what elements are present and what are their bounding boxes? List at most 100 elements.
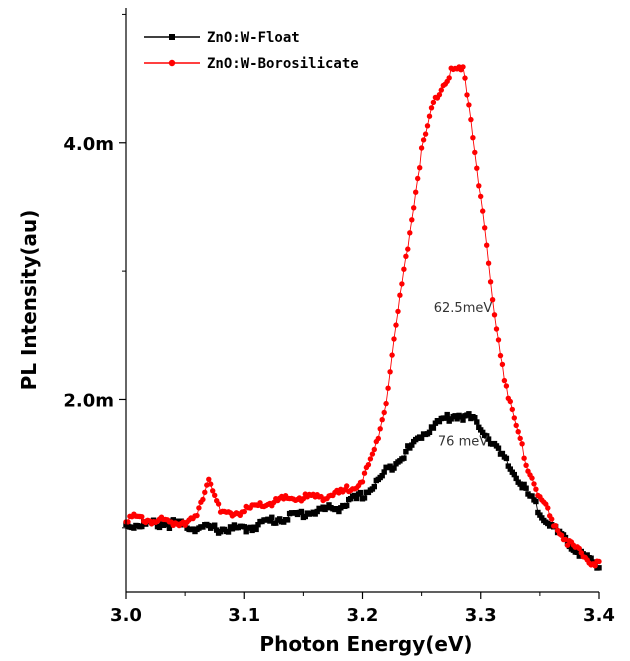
data-point-borosilicate [379, 417, 385, 423]
data-point-float [513, 475, 519, 482]
data-point-borosilicate [377, 426, 383, 432]
data-point-borosilicate [383, 400, 389, 407]
data-point-borosilicate [549, 516, 555, 522]
data-point-float [499, 450, 506, 457]
data-point-float [452, 413, 458, 419]
data-point-float [314, 508, 320, 515]
data-point-borosilicate [468, 116, 474, 123]
data-point-float [371, 483, 377, 490]
data-point-float [351, 492, 358, 499]
data-point-float [472, 415, 478, 421]
data-point-float [458, 414, 464, 420]
annotation-fwhm: 62.5meV [434, 301, 493, 316]
data-point-borosilicate [381, 409, 387, 416]
data-point-borosilicate [375, 435, 381, 442]
data-point-float [507, 466, 513, 472]
data-point-borosilicate [489, 297, 496, 303]
axis-ticks: 3.0 3.1 3.2 3.3 3.4 2.0m 4.0m [63, 13, 615, 626]
data-point-float [284, 517, 291, 523]
legend-item-float: ZnO:W-Float [144, 30, 300, 46]
x-tick-label: 3.4 [583, 605, 615, 626]
annotation-fwhm: 76 meV [438, 435, 488, 450]
data-point-borosilicate [499, 361, 506, 368]
data-point-float [277, 516, 283, 522]
data-point-borosilicate [367, 456, 374, 462]
data-point-float [344, 502, 350, 509]
data-point-float [255, 522, 261, 528]
data-point-borosilicate [474, 165, 480, 171]
data-point-float [533, 498, 539, 505]
data-point-borosilicate [472, 149, 478, 156]
data-point-float [505, 463, 511, 469]
data-point-borosilicate [139, 514, 145, 520]
data-point-borosilicate [493, 326, 500, 332]
data-point-float [164, 521, 171, 528]
data-point-borosilicate [545, 505, 551, 511]
data-point-float [357, 489, 364, 496]
data-point-float [537, 512, 543, 518]
legend-marker-float [169, 34, 175, 40]
data-point-borosilicate [212, 492, 218, 498]
data-point-float [480, 429, 486, 436]
data-point-borosilicate [407, 230, 413, 236]
data-point-borosilicate [344, 483, 350, 489]
data-point-borosilicate [428, 105, 435, 111]
data-point-borosilicate [401, 266, 407, 272]
data-point-borosilicate [359, 479, 366, 485]
data-point-borosilicate [210, 488, 216, 494]
data-point-borosilicate [519, 441, 525, 447]
data-point-float [336, 508, 342, 515]
data-point-borosilicate [391, 336, 397, 342]
data-point-borosilicate [592, 563, 598, 569]
data-point-float [379, 473, 385, 479]
data-point-borosilicate [596, 558, 602, 565]
data-point-float [403, 449, 409, 455]
legend-item-borosilicate: ZnO:W-Borosilicate [144, 56, 359, 72]
data-point-borosilicate [531, 481, 537, 487]
data-point-borosilicate [436, 92, 443, 98]
data-point-borosilicate [501, 377, 508, 384]
data-point-borosilicate [125, 519, 131, 525]
data-point-borosilicate [422, 131, 429, 137]
data-point-borosilicate [552, 523, 559, 529]
data-markers [123, 64, 602, 571]
data-point-float [156, 524, 163, 531]
data-point-float [521, 481, 527, 488]
data-point-borosilicate [511, 415, 517, 421]
data-point-borosilicate [405, 246, 411, 252]
legend-label-float: ZnO:W-Float [207, 30, 300, 46]
data-point-borosilicate [417, 165, 423, 171]
data-point-borosilicate [485, 260, 492, 266]
annotations: 62.5meV 76 meV [434, 301, 493, 449]
data-point-float [442, 415, 448, 421]
y-axis-title: PL Intensity(au) [17, 210, 41, 391]
data-point-float [574, 549, 580, 555]
data-point-borosilicate [466, 102, 472, 108]
data-point-borosilicate [507, 398, 513, 405]
data-point-borosilicate [533, 486, 539, 492]
data-point-borosilicate [424, 123, 431, 129]
data-point-borosilicate [430, 99, 437, 106]
data-point-borosilicate [418, 145, 425, 151]
data-point-borosilicate [484, 242, 490, 248]
data-point-borosilicate [395, 308, 401, 315]
data-point-float [269, 514, 275, 520]
data-point-float [436, 418, 443, 425]
data-point-float [387, 463, 393, 469]
data-point-float [407, 445, 413, 451]
data-point-borosilicate [194, 512, 200, 519]
data-point-float [401, 455, 407, 461]
data-point-float [247, 524, 253, 531]
data-point-borosilicate [196, 505, 202, 511]
data-point-float [588, 555, 594, 561]
y-tick-label: 2.0m [63, 390, 114, 411]
data-point-float [381, 469, 387, 475]
x-tick-label: 3.2 [347, 605, 379, 626]
data-point-borosilicate [389, 352, 395, 358]
data-point-float [298, 508, 305, 515]
data-point-borosilicate [415, 175, 421, 182]
data-point-borosilicate [460, 64, 466, 70]
data-point-float [139, 523, 145, 530]
data-point-borosilicate [491, 312, 498, 318]
